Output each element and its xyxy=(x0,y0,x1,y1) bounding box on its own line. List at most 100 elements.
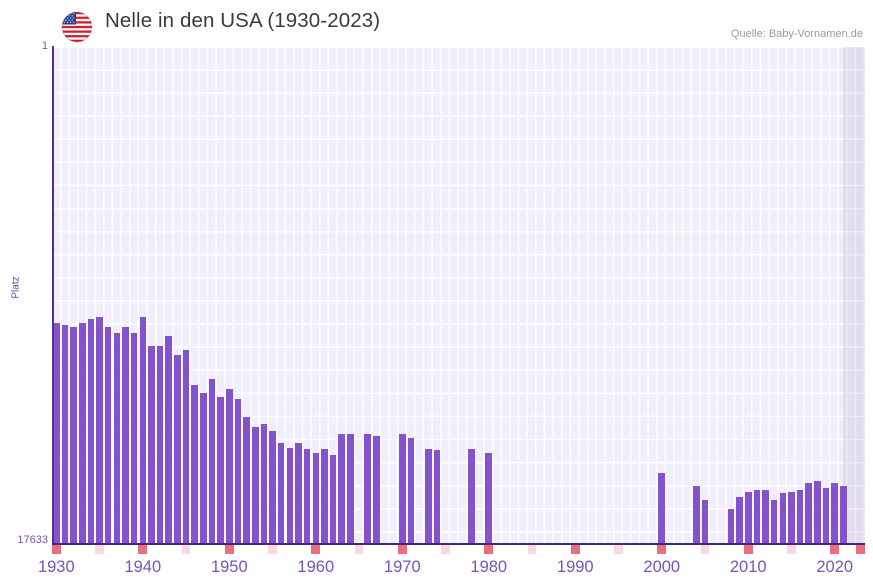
bar-1936[interactable] xyxy=(104,326,112,544)
x-axis-label-2020: 2020 xyxy=(816,558,854,576)
x-axis-label-1990: 1990 xyxy=(556,558,594,576)
bar-2016[interactable] xyxy=(796,489,804,544)
bar-2014[interactable] xyxy=(779,493,787,544)
bar-1966[interactable] xyxy=(364,433,371,544)
bar-2017[interactable] xyxy=(805,483,813,544)
bar-2005[interactable] xyxy=(701,499,709,544)
bar-1958[interactable] xyxy=(295,443,302,544)
y-axis-title: Platz xyxy=(10,276,22,299)
bar-1961[interactable] xyxy=(321,449,328,544)
bar-1944[interactable] xyxy=(174,354,181,544)
bar-1955[interactable] xyxy=(269,431,276,544)
bar-1937[interactable] xyxy=(113,332,121,544)
x-axis-tick-mark-1950 xyxy=(224,545,234,554)
x-axis-tick-mark-1945 xyxy=(181,545,191,554)
source-attribution: Quelle: Baby-Vornamen.de xyxy=(730,28,863,40)
bar-2020[interactable] xyxy=(831,483,838,544)
bar-1971[interactable] xyxy=(407,437,415,544)
bar-1939[interactable] xyxy=(130,332,138,544)
bar-2012[interactable] xyxy=(762,489,769,544)
bar-1952[interactable] xyxy=(243,417,250,544)
bar-1943[interactable] xyxy=(165,336,173,544)
bar-1978[interactable] xyxy=(468,449,475,544)
bar-1930[interactable] xyxy=(53,322,60,544)
bar-2000[interactable] xyxy=(658,473,666,544)
bar-2011[interactable] xyxy=(753,489,761,544)
x-axis-label-1980: 1980 xyxy=(470,558,508,576)
x-axis-tick-mark-2015 xyxy=(787,545,796,554)
bar-1947[interactable] xyxy=(200,392,207,544)
x-axis-tick-mark-1975 xyxy=(441,545,450,554)
x-axis-tick-mark-2000 xyxy=(657,545,667,554)
x-axis-tick-mark-2005 xyxy=(700,545,710,554)
bar-1941[interactable] xyxy=(148,346,155,544)
bar-2008[interactable] xyxy=(727,509,735,544)
bar-1967[interactable] xyxy=(373,435,380,544)
x-axis-tick-mark-1930 xyxy=(52,545,61,554)
x-axis-tick-mark-1955 xyxy=(268,545,277,554)
bar-1932[interactable] xyxy=(70,326,77,544)
bar-1942[interactable] xyxy=(156,346,164,544)
bar-1959[interactable] xyxy=(303,449,311,544)
x-axis-tick-mark-1935 xyxy=(95,545,104,554)
y-axis: 1 17633 xyxy=(0,0,48,587)
bar-1957[interactable] xyxy=(286,448,294,544)
x-axis-label-2000: 2000 xyxy=(643,558,681,576)
y-axis-tick-bottom: 17633 xyxy=(17,534,48,546)
bar-1949[interactable] xyxy=(217,396,224,544)
bar-1933[interactable] xyxy=(78,322,86,544)
x-axis-tick-mark-1995 xyxy=(614,545,623,554)
x-axis-label-1930: 1930 xyxy=(37,558,75,576)
x-axis-tick-mark-end xyxy=(856,545,865,554)
bar-1956[interactable] xyxy=(277,443,285,544)
no-data-band xyxy=(843,47,865,544)
bar-2021[interactable] xyxy=(840,485,847,544)
bar-1945[interactable] xyxy=(182,350,190,544)
bar-1946[interactable] xyxy=(191,384,198,544)
x-axis: 1930 1940 1950 1960 1970 1980 1990 2000 2010 2020 xyxy=(38,545,865,587)
x-axis-tick-mark-1960 xyxy=(311,545,321,554)
bar-1935[interactable] xyxy=(96,316,103,544)
bar-1970[interactable] xyxy=(398,433,406,544)
bar-1953[interactable] xyxy=(251,426,259,544)
bar-1954[interactable] xyxy=(260,424,268,544)
x-axis-tick-mark-1965 xyxy=(354,545,364,554)
y-axis-line xyxy=(52,46,54,545)
bar-1940[interactable] xyxy=(139,316,147,544)
bar-2019[interactable] xyxy=(822,487,830,544)
bar-2018[interactable] xyxy=(814,481,821,544)
bar-2010[interactable] xyxy=(744,491,752,544)
bar-1980[interactable] xyxy=(485,453,493,544)
bar-1934[interactable] xyxy=(87,318,95,544)
bar-1964[interactable] xyxy=(347,433,354,544)
bar-2015[interactable] xyxy=(788,491,795,544)
x-axis-line xyxy=(52,543,865,545)
bar-1963[interactable] xyxy=(338,433,345,544)
bar-1962[interactable] xyxy=(329,454,337,544)
bar-1950[interactable] xyxy=(226,388,233,544)
x-axis-tick-mark-1940 xyxy=(138,545,148,554)
bar-2009[interactable] xyxy=(736,497,743,544)
x-axis-tick-mark-2010 xyxy=(743,545,753,554)
x-axis-tick-mark-2020 xyxy=(830,545,840,554)
y-axis-tick-top: 1 xyxy=(41,40,48,52)
x-axis-label-1970: 1970 xyxy=(383,558,421,576)
bar-1948[interactable] xyxy=(208,378,216,544)
x-axis-label-1940: 1940 xyxy=(124,558,162,576)
bar-1974[interactable] xyxy=(433,450,441,544)
bar-1931[interactable] xyxy=(61,324,69,544)
bar-2004[interactable] xyxy=(693,486,700,544)
chart-header: Nelle in den USA (1930-2023) Quelle: Bab… xyxy=(0,0,873,46)
bar-1951[interactable] xyxy=(234,398,242,544)
x-axis-tick-mark-1990 xyxy=(570,545,580,554)
x-axis-label-1960: 1960 xyxy=(297,558,335,576)
x-axis-tick-mark-1985 xyxy=(527,545,537,554)
bar-1938[interactable] xyxy=(122,326,129,544)
bar-2013[interactable] xyxy=(770,499,778,544)
bar-1973[interactable] xyxy=(424,449,432,544)
bar-1960[interactable] xyxy=(312,453,320,544)
x-axis-label-1950: 1950 xyxy=(210,558,248,576)
x-axis-label-2010: 2010 xyxy=(729,558,767,576)
us-flag-icon xyxy=(62,12,92,42)
